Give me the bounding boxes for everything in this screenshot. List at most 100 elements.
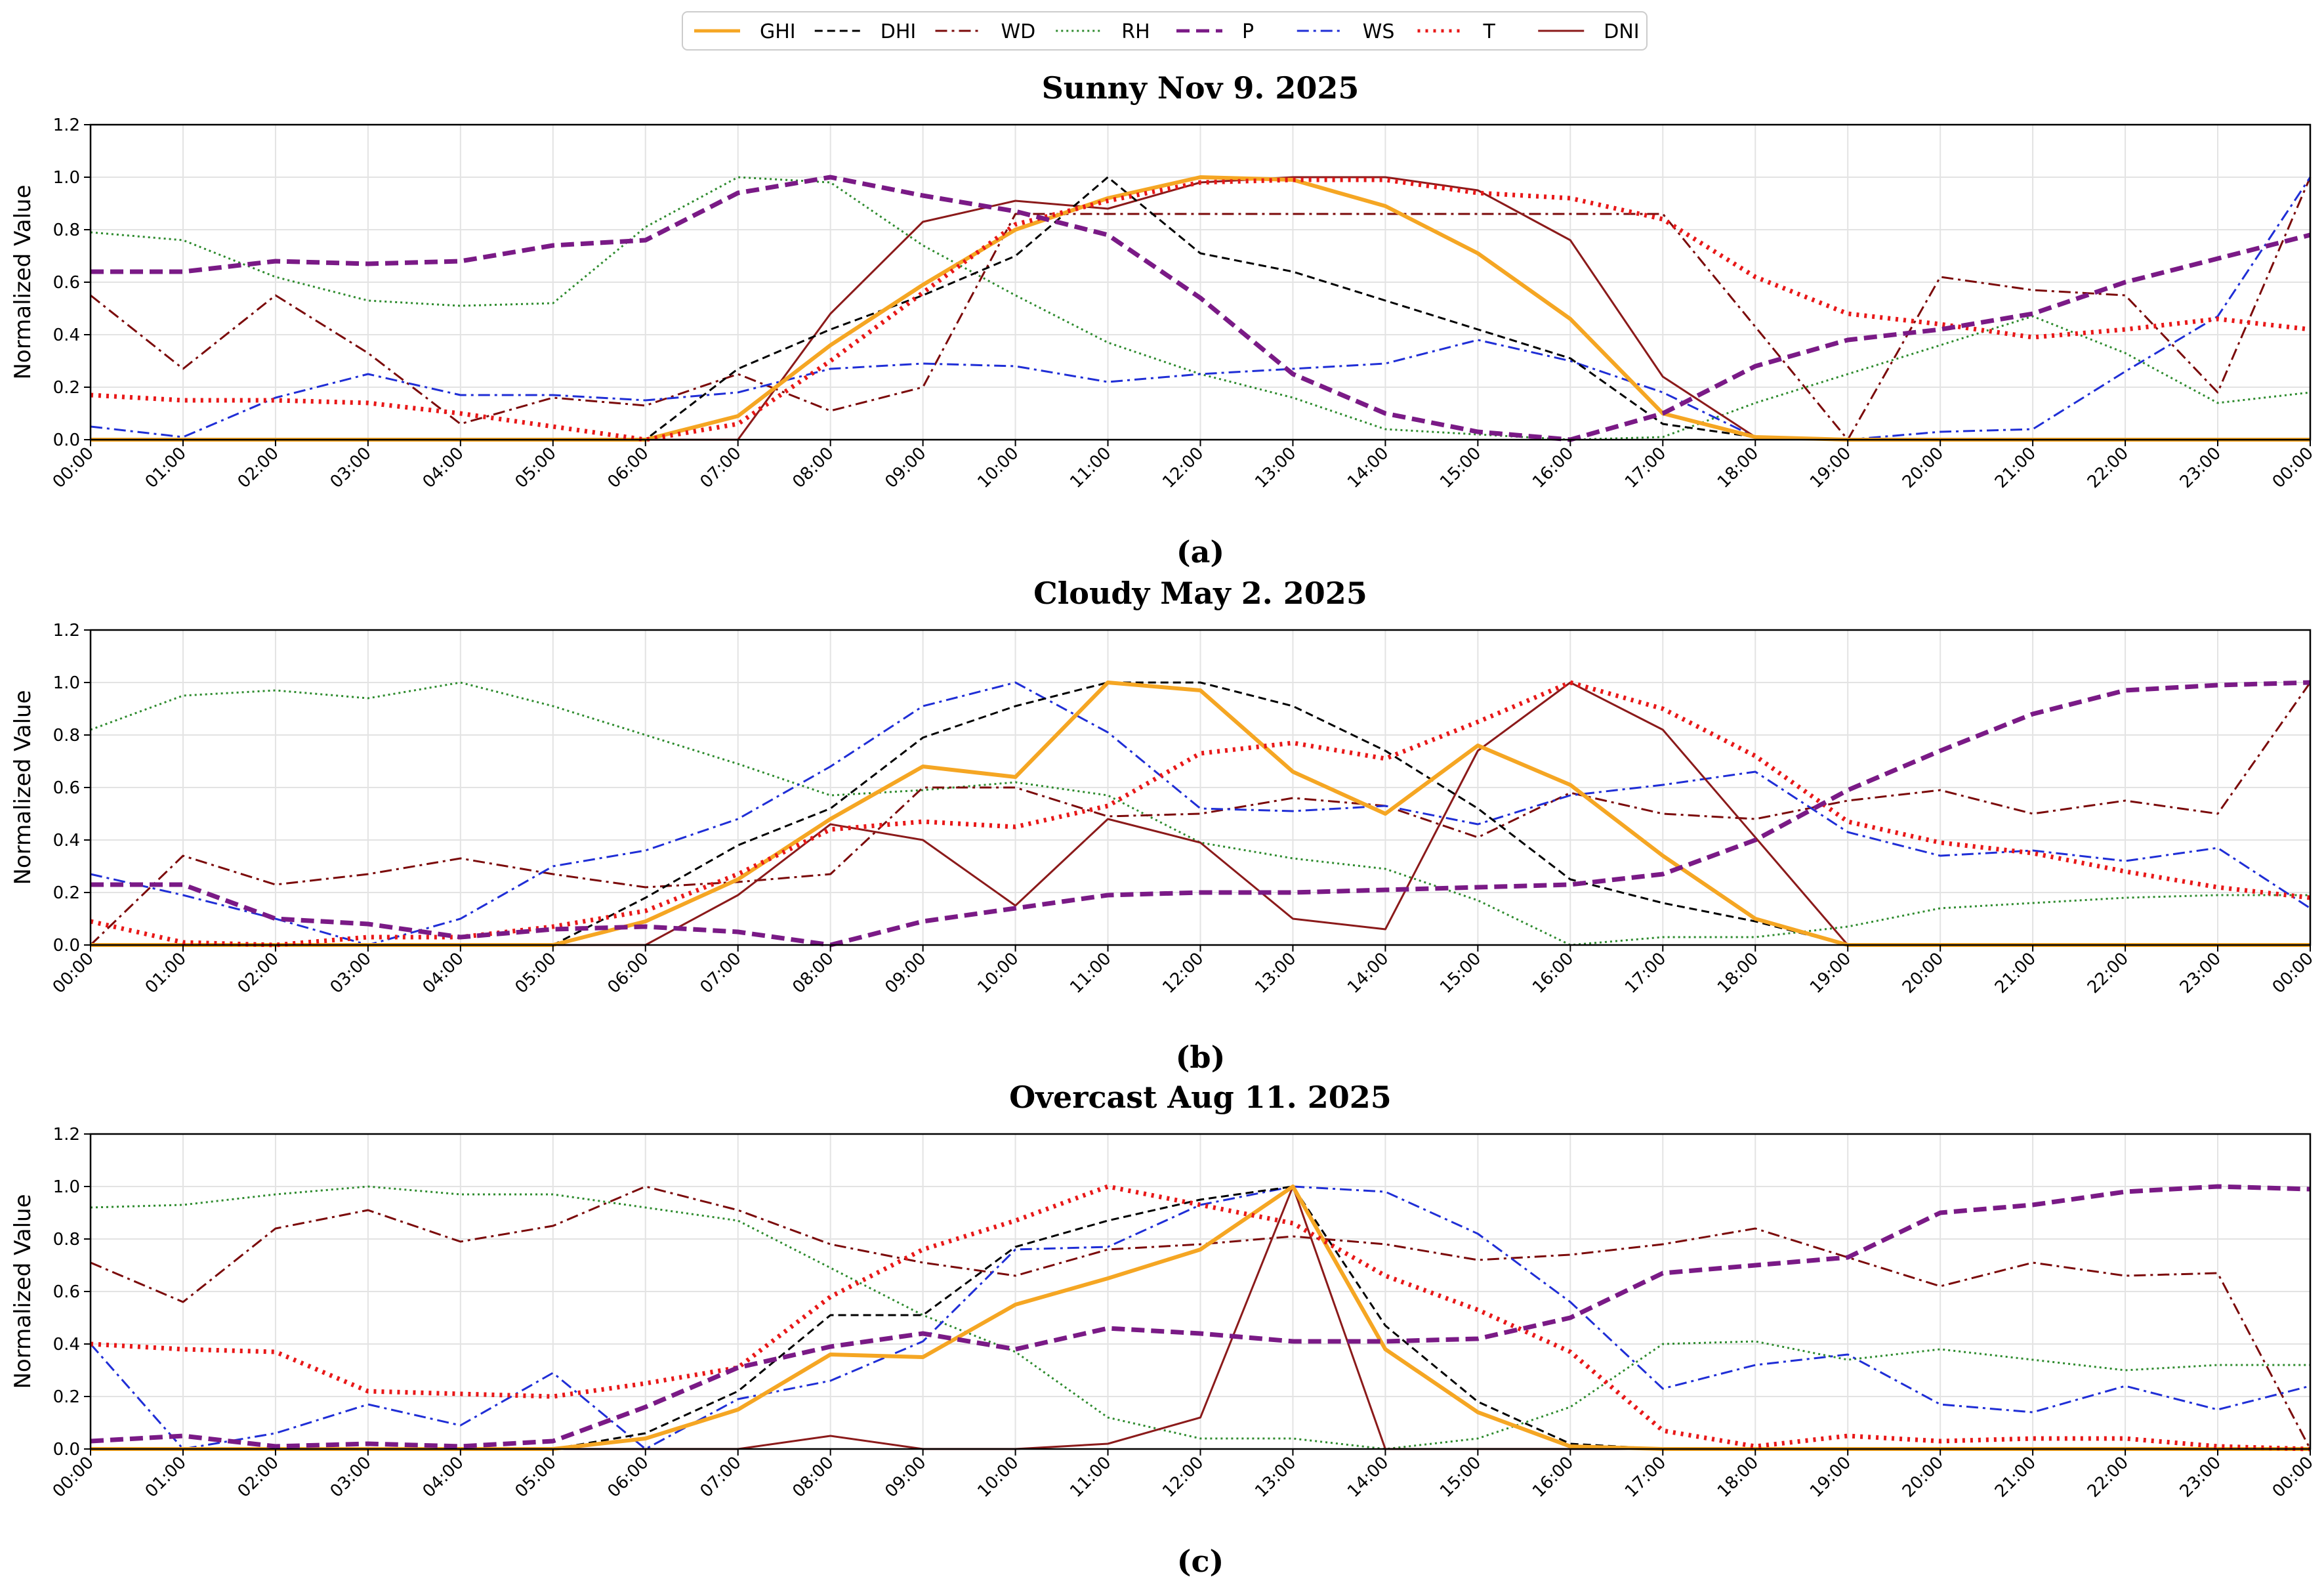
series-line-ws (90, 681, 2311, 946)
x-tick-label: 05:00 (512, 949, 560, 998)
y-tick-label: 0.0 (53, 430, 80, 450)
y-tick-label: 0.8 (53, 1230, 80, 1250)
x-tick-label: 00:00 (49, 1453, 98, 1502)
x-tick-label: 12:00 (1159, 1453, 1207, 1502)
x-tick-label: 07:00 (696, 949, 745, 998)
x-tick-label: 15:00 (1436, 949, 1485, 998)
series-line-ws (90, 177, 2312, 441)
y-tick-label: 0.8 (53, 726, 80, 746)
x-axis: 00:00 01:00 02:00 03:00 04:00 05:00 06:00 07:00… (49, 440, 2317, 492)
series-line-t (90, 1184, 2311, 1452)
x-tick-label: 21:00 (1991, 949, 2040, 998)
x-tick-label: 16:00 (1529, 949, 1577, 998)
y-tick-label: 0.0 (53, 1440, 80, 1460)
y-axis-label: Normalized Value (10, 690, 36, 885)
series-line-p (90, 1184, 2311, 1449)
chart-title: Sunny Nov 9. 2025 (1042, 70, 1359, 106)
grid (90, 124, 2311, 440)
chart-panel-2: Cloudy May 2. 2025 0.0 0.2 0.4 0.6 0.8 1.0 1.2 N… (10, 576, 2317, 1075)
series-line-rh (90, 1185, 2310, 1450)
legend: GHI DHI WD RH P WS T DNI (682, 11, 1648, 51)
x-tick-label: 11:00 (1066, 444, 1115, 492)
x-tick-label: 09:00 (881, 444, 930, 492)
x-tick-label: 00:00 (49, 949, 98, 998)
legend-label-t: T (1483, 20, 1496, 43)
x-tick-label: 03:00 (327, 949, 375, 998)
x-tick-label: 01:00 (142, 949, 190, 998)
legend-item-rh: RH (1056, 20, 1150, 43)
legend-label-p: P (1242, 20, 1254, 43)
x-tick-label: 22:00 (2084, 1453, 2132, 1502)
y-tick-label: 0.2 (53, 883, 80, 903)
x-tick-label: 06:00 (604, 1453, 652, 1502)
chart-panel-3: Overcast Aug 11. 2025 0.0 0.2 0.4 0.6 0.8 1.0 1… (10, 1080, 2317, 1579)
x-tick-label: 11:00 (1066, 949, 1115, 998)
legend-label-dni: DNI (1604, 20, 1639, 43)
x-tick-label: 04:00 (419, 1453, 468, 1502)
x-tick-label: 18:00 (1714, 444, 1762, 492)
legend-label-wd: WD (1001, 20, 1036, 43)
x-tick-label: 10:00 (974, 444, 1022, 492)
series-line-t (90, 177, 2311, 442)
x-axis: 00:00 01:00 02:00 03:00 04:00 05:00 06:00 07:00… (49, 1449, 2317, 1502)
x-tick-label: 17:00 (1621, 444, 1670, 492)
x-tick-label: 06:00 (604, 949, 652, 998)
y-tick-label: 0.4 (53, 831, 80, 850)
legend-item-ws: WS (1297, 20, 1394, 43)
legend-label-ghi: GHI (760, 20, 796, 43)
x-tick-label: 20:00 (1899, 444, 1947, 492)
x-tick-label: 14:00 (1344, 1453, 1392, 1502)
x-tick-label: 07:00 (696, 444, 745, 492)
series-line-p (91, 175, 2311, 442)
x-tick-label: 05:00 (512, 1453, 560, 1502)
x-tick-label: 04:00 (419, 949, 468, 998)
x-tick-label: 14:00 (1344, 949, 1392, 998)
series-line-wd (90, 177, 2312, 441)
chart-panels: Sunny Nov 9. 2025 0.0 0.2 0.4 0.6 0.8 1.0 1.2 No… (10, 70, 2317, 1579)
x-tick-label: 15:00 (1436, 444, 1485, 492)
x-axis: 00:00 01:00 02:00 03:00 04:00 05:00 06:00 07:00… (49, 945, 2317, 998)
y-tick-label: 1.2 (53, 621, 80, 640)
panel-label: (a) (1176, 534, 1224, 570)
x-tick-label: 23:00 (2176, 1453, 2225, 1502)
x-tick-label: 23:00 (2176, 444, 2225, 492)
y-tick-label: 1.2 (53, 1125, 80, 1144)
x-tick-label: 05:00 (512, 444, 560, 492)
series-line-wd (89, 682, 2312, 946)
y-tick-label: 1.0 (53, 673, 80, 693)
x-tick-label: 21:00 (1991, 1453, 2040, 1502)
y-tick-label: 1.2 (53, 116, 80, 135)
y-axis-label: Normalized Value (10, 1194, 36, 1389)
x-tick-label: 23:00 (2176, 949, 2225, 998)
x-tick-label: 14:00 (1344, 444, 1392, 492)
legend-item-ghi: GHI (694, 20, 796, 43)
x-tick-label: 12:00 (1159, 444, 1207, 492)
legend-item-p: P (1176, 20, 1254, 43)
x-tick-label: 02:00 (234, 444, 283, 492)
panel-label: (b) (1176, 1040, 1226, 1075)
y-axis-label: Normalized Value (10, 185, 36, 380)
y-axis: 0.0 0.2 0.4 0.6 0.8 1.0 1.2 (53, 116, 91, 450)
grid (90, 1133, 2311, 1450)
x-tick-label: 22:00 (2084, 444, 2132, 492)
y-tick-label: 0.6 (53, 778, 80, 798)
x-tick-label: 13:00 (1251, 1453, 1300, 1502)
x-tick-label: 19:00 (1806, 1453, 1855, 1502)
x-tick-label: 13:00 (1251, 444, 1300, 492)
legend-item-dni: DNI (1538, 20, 1640, 43)
x-tick-label: 09:00 (881, 1453, 930, 1502)
x-tick-label: 15:00 (1436, 1453, 1485, 1502)
y-tick-label: 1.0 (53, 168, 80, 188)
x-tick-label: 00:00 (49, 444, 98, 492)
x-tick-label: 20:00 (1899, 949, 1947, 998)
legend-item-wd: WD (935, 20, 1036, 43)
x-tick-label: 08:00 (789, 444, 837, 492)
x-tick-label: 09:00 (881, 949, 930, 998)
x-tick-label: 01:00 (142, 444, 190, 492)
y-tick-label: 0.2 (53, 378, 80, 398)
x-tick-label: 16:00 (1529, 1453, 1577, 1502)
series-line-ws (89, 1185, 2311, 1450)
legend-label-dhi: DHI (881, 20, 917, 43)
x-tick-label: 17:00 (1621, 949, 1670, 998)
x-tick-label: 12:00 (1159, 949, 1207, 998)
